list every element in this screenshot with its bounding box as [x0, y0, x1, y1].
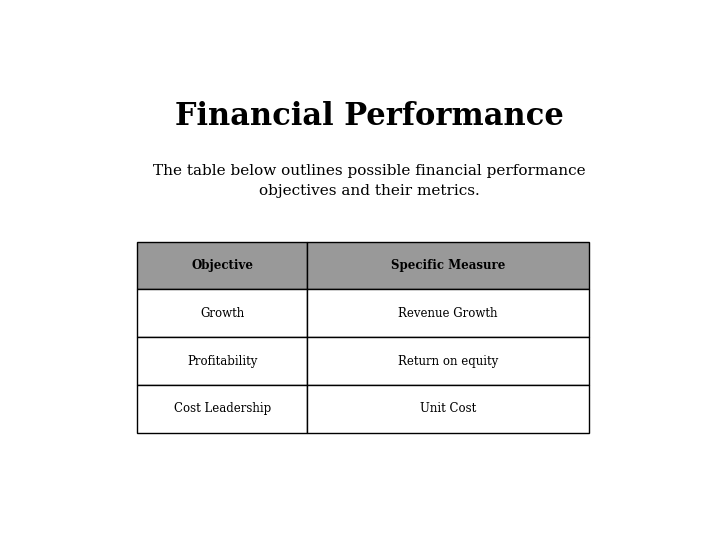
Text: Growth: Growth: [200, 307, 244, 320]
Bar: [138, 337, 307, 385]
Bar: [307, 241, 590, 289]
Bar: [307, 385, 590, 433]
Text: Specific Measure: Specific Measure: [391, 259, 505, 272]
Bar: [307, 337, 590, 385]
Text: The table below outlines possible financial performance
objectives and their met: The table below outlines possible financ…: [153, 165, 585, 198]
Text: Cost Leadership: Cost Leadership: [174, 402, 271, 415]
Bar: [138, 385, 307, 433]
Bar: [138, 241, 307, 289]
Text: Objective: Objective: [192, 259, 253, 272]
Bar: [307, 289, 590, 337]
Text: Financial Performance: Financial Performance: [174, 102, 564, 132]
Text: Revenue Growth: Revenue Growth: [398, 307, 498, 320]
Text: Profitability: Profitability: [187, 355, 257, 368]
Bar: [138, 289, 307, 337]
Text: Unit Cost: Unit Cost: [420, 402, 477, 415]
Text: Return on equity: Return on equity: [398, 355, 498, 368]
